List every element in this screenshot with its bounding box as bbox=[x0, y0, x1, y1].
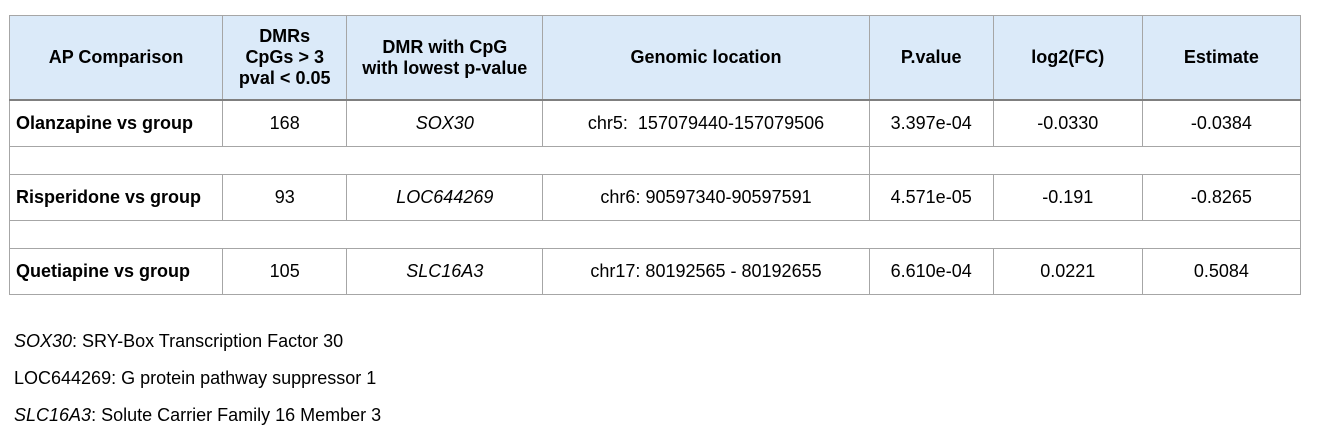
footnote-text: : SRY-Box Transcription Factor 30 bbox=[72, 331, 344, 351]
cell-comparison: Risperidone vs group bbox=[8, 174, 224, 221]
footnote-gene: SOX30 bbox=[14, 331, 73, 351]
cell-comparison: Olanzapine vs group bbox=[8, 99, 224, 147]
header-genomic-location-line-1: Genomic location bbox=[630, 47, 782, 67]
cell-dmrs: 168 bbox=[222, 99, 348, 147]
header-dmrs-line-3: pval < 0.05 bbox=[238, 68, 331, 88]
cell-pvalue: 4.571e-05 bbox=[868, 174, 994, 221]
cell-estimate: -0.8265 bbox=[1141, 174, 1302, 221]
footnote-gene: SLC16A3 bbox=[14, 405, 92, 425]
header-estimate: Estimate bbox=[1141, 15, 1302, 101]
header-ap-comparison: AP Comparison bbox=[8, 15, 224, 101]
spacer-cell bbox=[9, 220, 1301, 249]
header-ap-comparison-line-1: AP Comparison bbox=[48, 47, 184, 67]
cell-gene: SOX30 bbox=[346, 99, 544, 147]
header-row: AP Comparison DMRs CpGs > 3 pval < 0.05 … bbox=[8, 15, 1302, 101]
cell-log2fc: -0.0330 bbox=[992, 99, 1143, 147]
footnote-slc16a3: SLC16A3: Solute Carrier Family 16 Member… bbox=[14, 397, 381, 434]
footnote-gene: LOC644269 bbox=[14, 368, 112, 388]
table-row: Quetiapine vs group 105 SLC16A3 chr17: 8… bbox=[8, 248, 1302, 295]
footnotes: SOX30: SRY-Box Transcription Factor 30 L… bbox=[14, 323, 381, 434]
header-dmrs-line-1: DMRs bbox=[259, 26, 311, 46]
footnote-text: : Solute Carrier Family 16 Member 3 bbox=[91, 405, 382, 425]
cell-estimate: 0.5084 bbox=[1141, 248, 1302, 295]
cell-location: chr17: 80192565 - 80192655 bbox=[542, 248, 870, 295]
results-table: AP Comparison DMRs CpGs > 3 pval < 0.05 … bbox=[8, 15, 1302, 295]
cell-dmrs: 105 bbox=[222, 248, 348, 295]
header-pvalue: P.value bbox=[868, 15, 994, 101]
table-row: Olanzapine vs group 168 SOX30 chr5: 1570… bbox=[8, 99, 1302, 147]
cell-log2fc: -0.191 bbox=[992, 174, 1143, 221]
header-dmrs-line-2: CpGs > 3 bbox=[245, 47, 324, 67]
spacer-row bbox=[9, 220, 1301, 249]
cell-pvalue: 3.397e-04 bbox=[868, 99, 994, 147]
cell-pvalue: 6.610e-04 bbox=[868, 248, 994, 295]
cell-estimate: -0.0384 bbox=[1141, 99, 1302, 147]
header-dmr-lowest-p: DMR with CpG with lowest p-value bbox=[346, 15, 544, 101]
cell-gene: SLC16A3 bbox=[346, 248, 544, 295]
header-pvalue-line-1: P.value bbox=[900, 47, 962, 67]
header-dmr-lowest-p-line-2: with lowest p-value bbox=[362, 57, 528, 78]
table-row: Risperidone vs group 93 LOC644269 chr6: … bbox=[8, 174, 1302, 221]
header-log2fc: log2(FC) bbox=[992, 15, 1143, 101]
cell-gene: LOC644269 bbox=[346, 174, 544, 221]
cell-dmrs: 93 bbox=[222, 174, 348, 221]
footnote-loc644269: LOC644269: G protein pathway suppressor … bbox=[14, 360, 381, 397]
footnote-sox30: SOX30: SRY-Box Transcription Factor 30 bbox=[14, 323, 381, 360]
header-dmrs: DMRs CpGs > 3 pval < 0.05 bbox=[222, 15, 348, 101]
spacer-row bbox=[9, 146, 1302, 175]
header-genomic-location: Genomic location bbox=[542, 15, 870, 101]
cell-log2fc: 0.0221 bbox=[992, 248, 1143, 295]
cell-location: chr6: 90597340-90597591 bbox=[542, 174, 870, 221]
cell-comparison: Quetiapine vs group bbox=[8, 248, 224, 295]
spacer-cell bbox=[9, 146, 870, 175]
spacer-cell bbox=[868, 146, 1302, 175]
header-dmr-lowest-p-line-1: DMR with CpG bbox=[382, 36, 508, 57]
footnote-text: : G protein pathway suppressor 1 bbox=[111, 368, 377, 388]
header-estimate-line-1: Estimate bbox=[1183, 47, 1259, 67]
header-log2fc-line-1: log2(FC) bbox=[1031, 47, 1105, 67]
cell-location: chr5: 157079440-157079506 bbox=[542, 99, 870, 147]
